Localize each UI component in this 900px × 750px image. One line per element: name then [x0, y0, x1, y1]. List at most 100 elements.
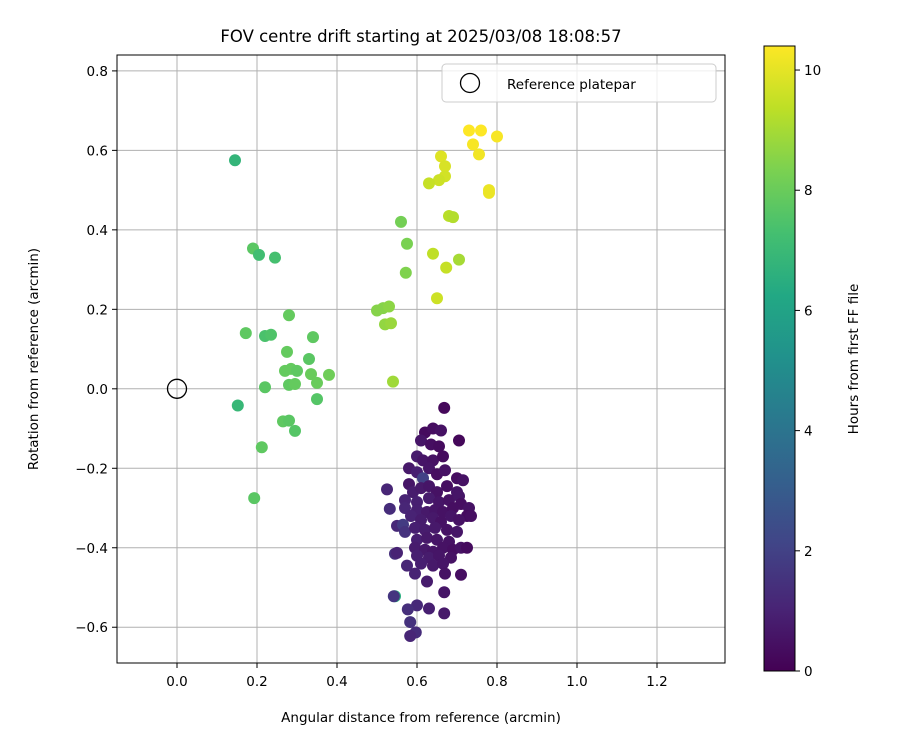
data-point	[311, 376, 323, 389]
colorbar-tick-label: 4	[804, 424, 813, 440]
data-point	[455, 568, 467, 581]
data-point	[463, 124, 475, 137]
data-point	[248, 492, 261, 505]
data-point	[269, 251, 281, 264]
data-point	[404, 629, 417, 642]
data-point	[323, 368, 335, 381]
data-point	[475, 124, 487, 137]
data-point	[435, 424, 447, 437]
data-point	[305, 368, 317, 381]
legend-marker-icon	[459, 72, 481, 94]
y-axis-label: Rotation from reference (arcmin)	[26, 248, 42, 470]
data-point	[283, 414, 295, 427]
data-point	[461, 541, 473, 554]
legend: Reference platepar	[441, 63, 717, 103]
data-point	[404, 616, 417, 629]
reference-marker	[166, 378, 188, 399]
x-tick-label: 0.2	[246, 674, 267, 690]
data-point	[265, 328, 277, 341]
data-point	[231, 399, 244, 412]
data-point	[383, 502, 396, 515]
reference-point	[166, 378, 188, 399]
data-point	[239, 327, 252, 340]
data-point	[438, 586, 451, 599]
x-tick-label: 1.2	[646, 674, 667, 690]
data-point	[453, 513, 465, 526]
data-point	[441, 523, 453, 536]
data-point	[423, 492, 435, 505]
data-point	[433, 440, 445, 453]
data-point	[409, 521, 421, 534]
colorbar-label: Hours from first FF file	[846, 284, 862, 435]
x-tick-label: 0.6	[406, 674, 427, 690]
data-point	[429, 521, 441, 534]
data-point	[289, 424, 301, 437]
axes-frame	[116, 54, 726, 664]
data-point	[441, 480, 453, 493]
x-ticks: 0.0 0.2 0.4 0.6 0.8 1.0 1.2	[166, 663, 668, 690]
data-point	[438, 401, 451, 414]
colorbar-gradient	[763, 45, 796, 672]
data-points	[229, 124, 503, 642]
colorbar-tick-label: 0	[804, 664, 813, 680]
colorbar: 0 2 4 6 8 10 Hours from first FF file	[763, 45, 862, 680]
data-point	[399, 266, 412, 279]
data-point	[283, 309, 295, 322]
x-tick-label: 0.4	[326, 674, 347, 690]
data-point	[303, 353, 315, 365]
data-point	[391, 546, 403, 559]
chart-title: FOV centre drift starting at 2025/03/08 …	[220, 27, 621, 46]
data-point	[440, 261, 453, 274]
data-point	[387, 375, 399, 388]
y-tick-label: 0.8	[87, 64, 108, 80]
data-point	[229, 154, 241, 167]
y-tick-label: −0.4	[75, 541, 108, 557]
data-point	[423, 602, 435, 615]
data-point	[395, 215, 407, 228]
data-point	[438, 607, 451, 620]
data-point	[255, 441, 268, 454]
data-point	[465, 509, 477, 522]
data-point	[311, 393, 323, 406]
y-tick-label: 0.0	[87, 382, 108, 398]
x-axis-label: Angular distance from reference (arcmin)	[281, 710, 561, 726]
data-point	[423, 177, 435, 190]
data-point	[473, 148, 485, 161]
data-point	[433, 174, 445, 187]
data-point	[307, 331, 319, 344]
colorbar-tick-label: 8	[804, 183, 813, 199]
data-point	[453, 434, 465, 447]
data-point	[427, 559, 439, 572]
data-point	[401, 559, 413, 572]
y-tick-label: 0.6	[87, 143, 108, 159]
data-point	[467, 138, 479, 151]
data-point	[253, 248, 265, 261]
data-point	[415, 434, 427, 447]
data-point	[387, 590, 400, 603]
data-point	[259, 381, 271, 394]
data-point	[401, 237, 413, 250]
data-point	[399, 525, 411, 538]
data-point	[435, 150, 447, 163]
data-point	[415, 557, 427, 570]
data-point	[457, 474, 469, 487]
data-point	[411, 599, 423, 612]
data-point	[289, 378, 301, 391]
colorbar-ticks: 0 2 4 6 8 10	[795, 63, 821, 680]
y-tick-label: −0.6	[75, 620, 108, 636]
data-point	[431, 292, 443, 305]
data-point	[385, 317, 397, 330]
data-point	[483, 186, 495, 199]
data-point	[439, 160, 451, 173]
y-ticks: −0.6 −0.4 −0.2 0.0 0.2 0.4 0.6 0.8	[75, 64, 117, 636]
data-point	[421, 575, 433, 588]
x-tick-label: 0.8	[486, 674, 507, 690]
data-point	[439, 567, 451, 580]
data-point	[451, 525, 463, 538]
data-point	[437, 450, 449, 463]
data-point	[491, 130, 503, 143]
data-point	[439, 464, 451, 477]
data-point	[437, 557, 449, 570]
